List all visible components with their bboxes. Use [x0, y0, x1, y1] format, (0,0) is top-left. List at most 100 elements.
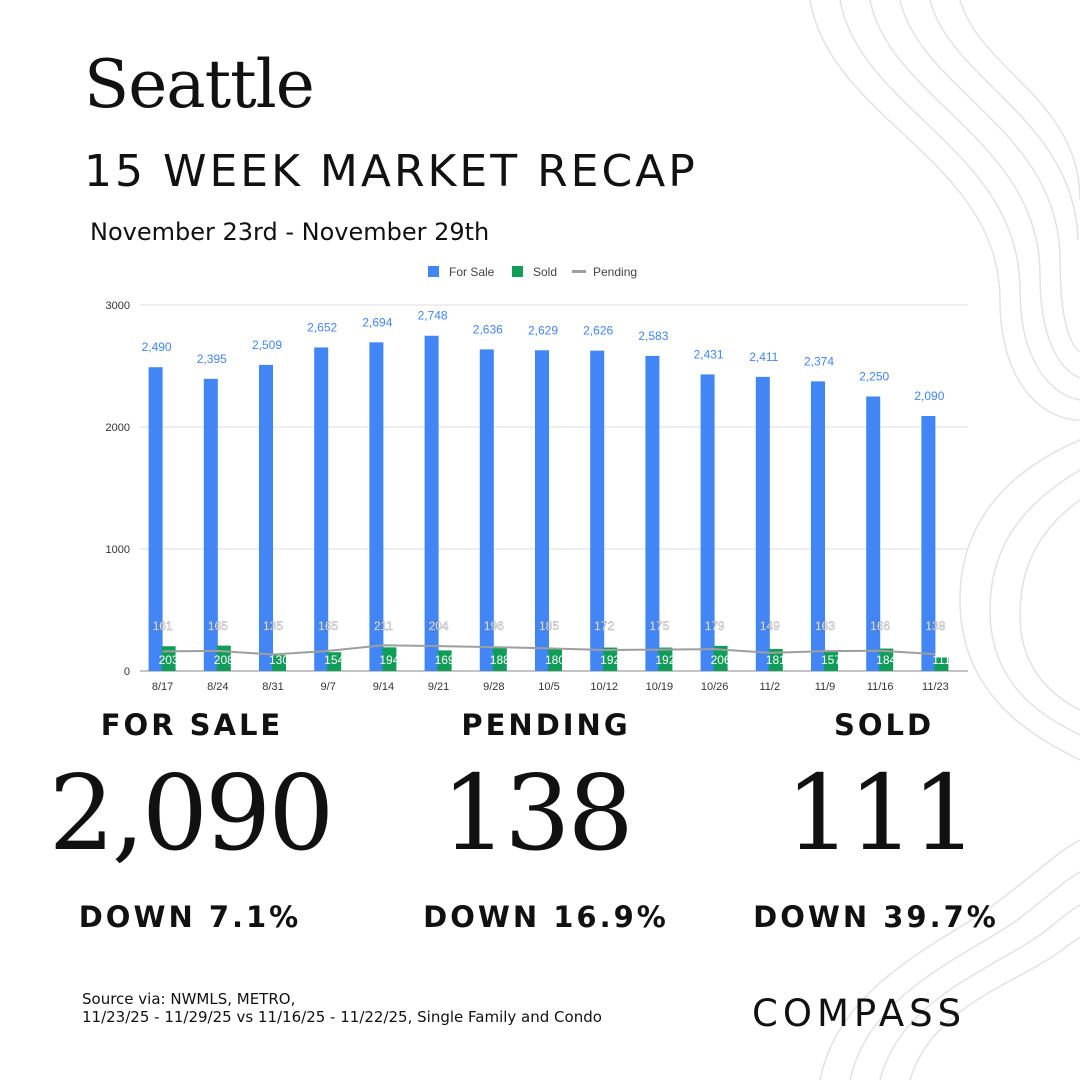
data-label-pending: 165	[208, 619, 228, 633]
market-chart: 0 1000 2000 3000 For Sale Sold Pending 2,490 2,3…	[106, 265, 968, 693]
bar-for-sale	[811, 381, 825, 671]
data-label-pending: 135	[263, 619, 283, 633]
pending-value: 138	[441, 752, 634, 874]
x-tick-label: 11/2	[760, 681, 781, 693]
data-label-for-sale: 2,250	[859, 370, 889, 384]
data-label-for-sale: 2,411	[749, 350, 778, 364]
x-tick-label: 10/5	[538, 681, 559, 693]
bar-sold	[272, 655, 286, 671]
data-label-for-sale: 2,395	[197, 352, 227, 366]
bar-sold	[437, 650, 452, 671]
x-tick-label: 10/26	[701, 681, 729, 693]
data-label-for-sale: 2,694	[362, 315, 392, 329]
bar-for-sale	[148, 367, 163, 671]
date-range: November 23rd - November 29th	[90, 218, 490, 246]
data-label-sold: 111	[932, 653, 951, 667]
x-tick-label: 9/21	[428, 681, 449, 693]
bar-for-sale	[203, 378, 218, 671]
source-note: Source via: NWMLS, METRO, 11/23/25 - 11/…	[82, 990, 602, 1026]
bar-sold	[161, 646, 176, 671]
bar-for-sale	[535, 350, 549, 671]
data-label-sold: 169	[435, 653, 455, 667]
data-label-sold: 206	[711, 653, 731, 667]
x-tick-label: 8/24	[207, 681, 228, 693]
sold-change: DOWN 39.7%	[753, 900, 999, 934]
x-tick-label: 9/28	[483, 681, 504, 693]
data-label-sold: 208	[214, 653, 234, 667]
city-title: Seattle	[84, 46, 315, 123]
sold-value: 111	[785, 752, 978, 874]
bar-sold	[603, 647, 618, 671]
x-tick-label: 8/31	[262, 681, 283, 693]
bar-for-sale	[755, 376, 770, 671]
data-label-pending: 172	[594, 619, 614, 633]
data-label-pending: 196	[484, 619, 504, 633]
data-label-pending: 185	[539, 619, 559, 633]
data-label-for-sale: 2,748	[418, 309, 448, 323]
data-label-pending: 175	[649, 619, 669, 633]
for-sale-change: DOWN 7.1%	[78, 900, 302, 934]
line-pending	[162, 644, 936, 656]
data-label-pending: 161	[153, 619, 173, 633]
legend-swatch	[428, 266, 439, 277]
bar-sold	[768, 648, 783, 671]
data-label-pending: 138	[925, 619, 945, 633]
data-label-sold: 154	[324, 653, 344, 667]
x-tick-label: 11/23	[922, 681, 949, 693]
y-tick-label: 1000	[106, 544, 130, 556]
data-label-for-sale: 2,652	[307, 320, 337, 334]
bar-sold	[492, 648, 507, 671]
y-tick-label: 2000	[106, 422, 130, 434]
bar-sold	[713, 645, 728, 671]
pending-label: PENDING	[461, 708, 631, 742]
data-label-sold: 184	[876, 653, 896, 667]
bar-for-sale	[866, 396, 881, 671]
data-label-sold: 203	[159, 653, 179, 667]
data-label-for-sale: 2,583	[638, 329, 668, 343]
bar-for-sale	[259, 364, 273, 671]
data-label-pending: 211	[374, 619, 393, 633]
page-title: 15 WEEK MARKET RECAP	[84, 146, 698, 197]
data-label-pending: 204	[429, 619, 449, 633]
x-tick-label: 10/19	[646, 681, 674, 693]
source-line-1: Source via: NWMLS, METRO,	[82, 990, 296, 1008]
for-sale-label: FOR SALE	[100, 708, 284, 742]
bar-for-sale	[314, 347, 329, 671]
y-tick-label: 0	[124, 666, 130, 678]
data-label-sold: 157	[821, 653, 841, 667]
data-label-sold: 192	[600, 653, 620, 667]
sold-label: SOLD	[833, 708, 935, 742]
data-label-sold: 188	[490, 653, 510, 667]
bar-sold	[824, 651, 838, 671]
data-label-sold: 192	[655, 653, 675, 667]
bar-for-sale	[590, 350, 605, 671]
bar-sold	[658, 647, 673, 671]
data-label-pending: 149	[760, 619, 780, 633]
bar-for-sale	[921, 416, 936, 671]
data-label-for-sale: 2,636	[473, 322, 503, 336]
bar-sold	[548, 649, 562, 671]
data-label-pending: 163	[815, 619, 835, 633]
bar-for-sale	[369, 342, 384, 671]
legend-swatch	[512, 266, 523, 277]
data-label-sold: 181	[766, 653, 786, 667]
bar-for-sale	[700, 374, 715, 671]
data-label-for-sale: 2,629	[528, 323, 558, 337]
x-tick-label: 11/9	[815, 681, 836, 693]
bar-sold	[934, 657, 949, 671]
x-tick-label: 9/7	[321, 681, 336, 693]
data-label-for-sale: 2,490	[142, 340, 172, 354]
for-sale-value: 2,090	[48, 752, 335, 874]
data-label-pending: 179	[705, 619, 725, 633]
x-tick-label: 11/16	[867, 681, 894, 693]
bar-for-sale	[479, 349, 494, 671]
compass-logo: COMPASS	[752, 992, 967, 1035]
data-label-for-sale: 2,509	[252, 338, 282, 352]
legend-label: Pending	[593, 265, 637, 279]
x-tick-label: 9/14	[373, 681, 394, 693]
x-tick-label: 10/12	[590, 681, 618, 693]
data-label-for-sale: 2,431	[694, 347, 724, 361]
data-label-for-sale: 2,626	[583, 324, 613, 338]
data-label-for-sale: 2,374	[804, 354, 834, 368]
data-label-sold: 194	[379, 653, 399, 667]
